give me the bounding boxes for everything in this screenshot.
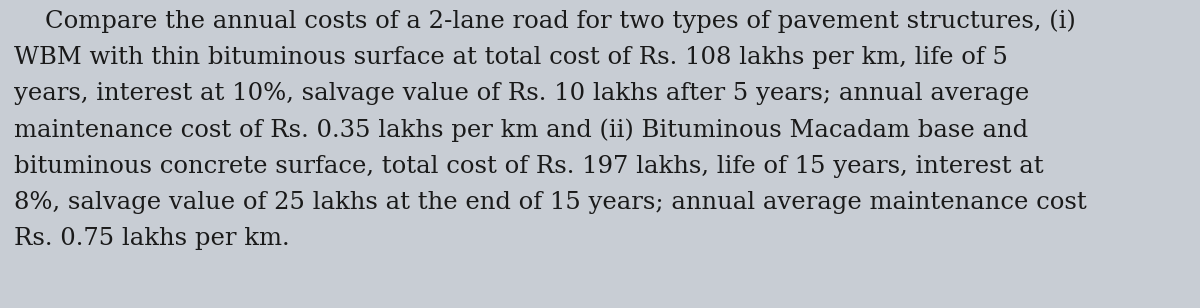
Text: WBM with thin bituminous surface at total cost of Rs. 108 lakhs per km, life of : WBM with thin bituminous surface at tota… (14, 46, 1008, 69)
Text: years, interest at 10%, salvage value of Rs. 10 lakhs after 5 years; annual aver: years, interest at 10%, salvage value of… (14, 82, 1030, 105)
Text: bituminous concrete surface, total cost of Rs. 197 lakhs, life of 15 years, inte: bituminous concrete surface, total cost … (14, 155, 1044, 178)
Text: Rs. 0.75 lakhs per km.: Rs. 0.75 lakhs per km. (14, 227, 290, 250)
Text: 8%, salvage value of 25 lakhs at the end of 15 years; annual average maintenance: 8%, salvage value of 25 lakhs at the end… (14, 191, 1087, 214)
Text: maintenance cost of Rs. 0.35 lakhs per km and (ii) Bituminous Macadam base and: maintenance cost of Rs. 0.35 lakhs per k… (14, 118, 1028, 142)
Text: Compare the annual costs of a 2-lane road for two types of pavement structures, : Compare the annual costs of a 2-lane roa… (14, 9, 1076, 33)
